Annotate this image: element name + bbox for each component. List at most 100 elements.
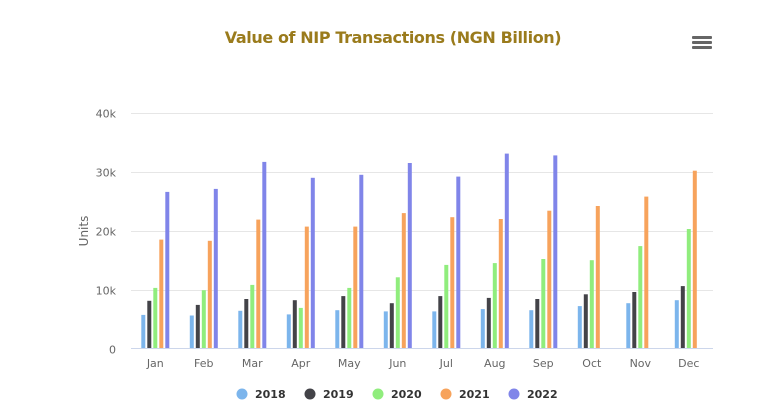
bar-2021-apr[interactable] — [304, 226, 309, 349]
bar-2020-jun[interactable] — [395, 277, 400, 349]
x-axis: Jan Feb Mar Apr May Jun Jul Aug Sep Oct Nov Dec — [146, 357, 700, 370]
y-tick-label: 10k — [96, 285, 117, 298]
bar-2022-aug[interactable] — [504, 153, 509, 349]
bar-2018-dec[interactable] — [674, 300, 679, 349]
bar-2018-may[interactable] — [335, 310, 340, 349]
bar-2021-oct[interactable] — [595, 206, 600, 349]
bar-2019-aug[interactable] — [486, 297, 491, 349]
bar-2021-nov[interactable] — [644, 196, 649, 349]
bar-2020-may[interactable] — [347, 287, 352, 349]
x-tick-label: Apr — [291, 357, 311, 370]
bar-2019-jan[interactable] — [147, 300, 152, 349]
bar-2021-may[interactable] — [353, 226, 358, 349]
bar-2020-sep[interactable] — [541, 259, 546, 349]
bar-2019-mar[interactable] — [244, 299, 249, 349]
legend-item-2019[interactable]: 2019 — [304, 388, 354, 401]
bar-2019-apr[interactable] — [292, 300, 297, 349]
legend-label: 2022 — [527, 388, 558, 401]
bars — [141, 153, 697, 349]
bar-2020-nov[interactable] — [638, 246, 643, 349]
bar-2019-dec[interactable] — [680, 286, 685, 349]
x-tick-label: Jul — [439, 357, 453, 370]
x-tick-label: Sep — [533, 357, 554, 370]
bar-2018-jul[interactable] — [432, 311, 437, 349]
bar-2022-jan[interactable] — [165, 191, 170, 349]
hamburger-menu-icon-bar — [692, 41, 712, 44]
bar-2019-nov[interactable] — [632, 292, 637, 349]
x-tick-label: Jan — [146, 357, 164, 370]
bar-2020-mar[interactable] — [250, 284, 255, 349]
bar-2020-aug[interactable] — [492, 263, 497, 349]
bar-2018-jun[interactable] — [383, 311, 388, 349]
x-tick-label: May — [338, 357, 361, 370]
legend-marker-icon — [236, 388, 248, 400]
chart-title: Value of NIP Transactions (NGN Billion) — [224, 28, 562, 47]
bar-2021-mar[interactable] — [256, 219, 261, 349]
bar-2018-feb[interactable] — [189, 315, 194, 349]
chart-context-menu-button[interactable] — [692, 36, 712, 52]
bar-2019-sep[interactable] — [535, 299, 540, 349]
bar-2018-jan[interactable] — [141, 314, 146, 349]
y-axis-title: Units — [77, 216, 91, 247]
bar-2019-oct[interactable] — [583, 294, 588, 349]
legend-marker-icon — [372, 388, 384, 400]
legend-item-2018[interactable]: 2018 — [236, 388, 286, 401]
y-tick-label: 40k — [96, 108, 117, 121]
legend-marker-icon — [304, 388, 316, 400]
x-tick-label: Feb — [194, 357, 213, 370]
bar-2021-jul[interactable] — [450, 217, 455, 349]
x-tick-label: Aug — [484, 357, 505, 370]
bar-2020-feb[interactable] — [201, 290, 206, 349]
bar-2021-jan[interactable] — [159, 239, 164, 349]
bar-2020-oct[interactable] — [589, 260, 594, 349]
legend-marker-icon — [440, 388, 452, 400]
bar-2020-apr[interactable] — [298, 307, 303, 349]
bar-2018-sep[interactable] — [529, 310, 534, 349]
bar-2021-aug[interactable] — [498, 219, 503, 349]
legend-label: 2018 — [255, 388, 286, 401]
y-tick-label: 20k — [96, 226, 117, 239]
bar-2022-may[interactable] — [359, 174, 364, 349]
legend-marker-icon — [508, 388, 520, 400]
gridlines — [131, 113, 713, 291]
legend-label: 2019 — [323, 388, 354, 401]
hamburger-menu-icon-bar — [692, 36, 712, 39]
legend-label: 2020 — [391, 388, 422, 401]
hamburger-menu-icon-bar — [692, 46, 712, 49]
bar-2022-mar[interactable] — [262, 161, 267, 349]
bar-2021-feb[interactable] — [207, 240, 212, 349]
bar-2019-may[interactable] — [341, 296, 346, 349]
bar-2019-jun[interactable] — [389, 303, 394, 349]
bar-2020-dec[interactable] — [686, 229, 691, 349]
legend-item-2021[interactable]: 2021 — [440, 388, 490, 401]
x-tick-label: Oct — [582, 357, 602, 370]
legend-item-2022[interactable]: 2022 — [508, 388, 558, 401]
bar-2020-jul[interactable] — [444, 264, 449, 349]
bar-2020-jan[interactable] — [153, 287, 158, 349]
bar-2019-feb[interactable] — [195, 304, 200, 349]
y-tick-label: 30k — [96, 167, 117, 180]
y-tick-label: 0 — [109, 344, 116, 357]
bar-2018-aug[interactable] — [480, 309, 485, 349]
bar-2022-apr[interactable] — [310, 177, 315, 349]
x-tick-label: Jun — [388, 357, 406, 370]
bar-2022-jul[interactable] — [456, 176, 461, 349]
bar-2021-sep[interactable] — [547, 210, 552, 349]
bar-2021-dec[interactable] — [692, 170, 697, 349]
bar-2018-mar[interactable] — [238, 310, 243, 349]
legend-label: 2021 — [459, 388, 490, 401]
bar-2018-oct[interactable] — [577, 306, 582, 349]
bar-2021-jun[interactable] — [401, 213, 406, 349]
bar-2022-feb[interactable] — [213, 188, 218, 349]
bar-2018-nov[interactable] — [626, 303, 631, 349]
bar-2022-jun[interactable] — [407, 163, 412, 349]
bar-2019-jul[interactable] — [438, 296, 443, 349]
legend: 2018 2019 2020 2021 2022 — [236, 388, 558, 401]
x-tick-label: Nov — [630, 357, 652, 370]
bar-2022-sep[interactable] — [553, 155, 558, 349]
bar-2018-apr[interactable] — [286, 314, 291, 349]
legend-item-2020[interactable]: 2020 — [372, 388, 422, 401]
x-tick-label: Dec — [678, 357, 699, 370]
y-axis: 0 10k 20k 30k 40k — [96, 108, 117, 357]
